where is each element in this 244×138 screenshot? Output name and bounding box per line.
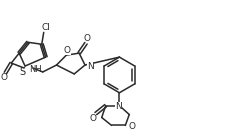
- Text: O: O: [64, 46, 71, 55]
- Text: S: S: [19, 67, 25, 77]
- Text: O: O: [129, 122, 136, 131]
- Text: Cl: Cl: [41, 23, 50, 32]
- Text: N: N: [87, 62, 94, 71]
- Text: N: N: [115, 102, 122, 111]
- Text: NH: NH: [29, 64, 42, 74]
- Text: O: O: [89, 114, 96, 123]
- Text: O: O: [83, 34, 91, 43]
- Text: O: O: [1, 73, 8, 82]
